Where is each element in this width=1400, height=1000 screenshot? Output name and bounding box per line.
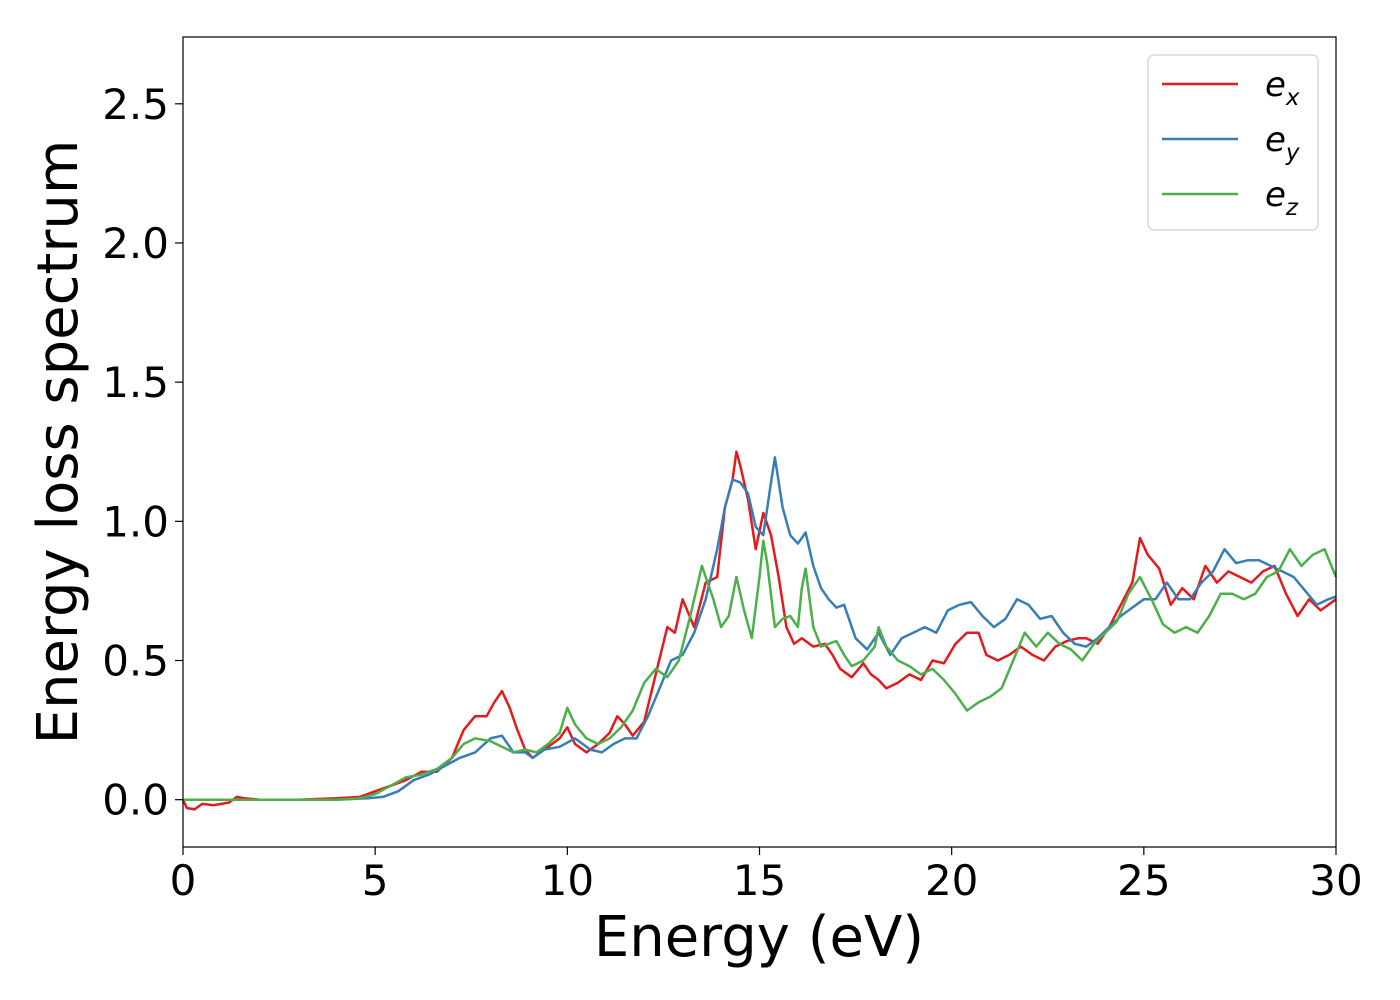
x-axis-ticks: 0 5 10 15 20 25 30 bbox=[170, 847, 1363, 905]
x-tick-label: 0 bbox=[170, 856, 197, 905]
y-tick-label: 1.5 bbox=[102, 358, 169, 407]
series-layer bbox=[181, 450, 1338, 811]
legend-label-y: ey bbox=[1265, 120, 1300, 166]
plot-area bbox=[183, 37, 1336, 847]
y-tick-label: 1.0 bbox=[102, 497, 169, 546]
x-tick-label: 10 bbox=[541, 856, 594, 905]
y-axis-ticks: 0.0 0.5 1.0 1.5 2.0 2.5 bbox=[102, 80, 183, 825]
legend-items: ex ey ez bbox=[1162, 65, 1300, 221]
legend-label-z: ez bbox=[1265, 175, 1299, 221]
y-tick-label: 0.0 bbox=[102, 776, 169, 825]
x-tick-label: 20 bbox=[925, 856, 978, 905]
legend: ex ey ez bbox=[1147, 54, 1319, 231]
x-axis-label: Energy (eV) bbox=[594, 905, 924, 970]
series-line-z bbox=[183, 539, 1338, 801]
legend-label-x: ex bbox=[1265, 65, 1300, 111]
y-tick-label: 0.5 bbox=[102, 637, 169, 686]
y-axis-label: Energy loss spectrum bbox=[26, 140, 91, 745]
x-tick-label: 30 bbox=[1309, 856, 1362, 905]
x-tick-label: 15 bbox=[733, 856, 786, 905]
x-tick-label: 5 bbox=[362, 856, 389, 905]
y-tick-label: 2.0 bbox=[102, 219, 169, 268]
x-tick-label: 25 bbox=[1117, 856, 1170, 905]
legend-box bbox=[1147, 54, 1319, 231]
y-tick-label: 2.5 bbox=[102, 80, 169, 129]
